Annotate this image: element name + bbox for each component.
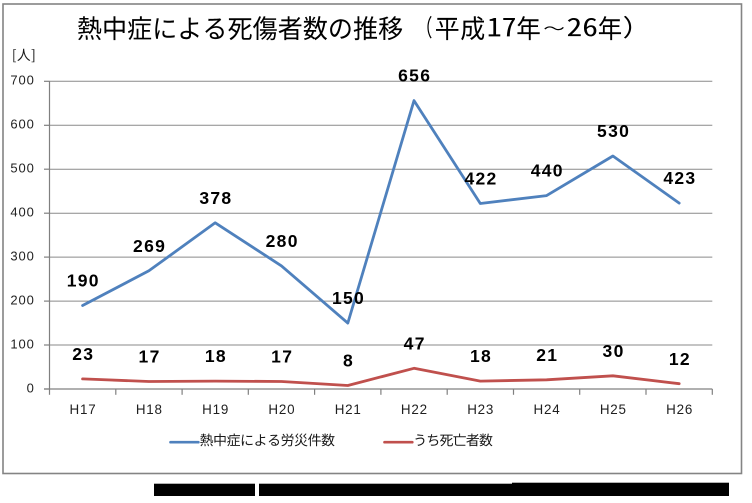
svg-text:100: 100 [10, 336, 34, 351]
svg-text:700: 700 [10, 73, 34, 88]
svg-text:8: 8 [343, 351, 354, 371]
svg-text:17: 17 [271, 347, 293, 367]
svg-text:400: 400 [10, 205, 34, 220]
svg-text:H23: H23 [467, 402, 494, 417]
svg-text:23: 23 [72, 344, 94, 364]
svg-text:H19: H19 [202, 402, 229, 417]
svg-text:18: 18 [470, 346, 492, 366]
svg-text:378: 378 [199, 188, 232, 208]
svg-text:150: 150 [332, 288, 365, 308]
svg-text:17: 17 [139, 347, 161, 367]
svg-text:H18: H18 [136, 402, 163, 417]
svg-text:12: 12 [669, 349, 691, 369]
svg-text:18: 18 [205, 346, 227, 366]
svg-text:H24: H24 [534, 402, 561, 417]
svg-text:30: 30 [603, 341, 625, 361]
svg-text:H21: H21 [335, 402, 362, 417]
svg-text:H25: H25 [600, 402, 627, 417]
svg-text:423: 423 [663, 168, 696, 188]
svg-text:440: 440 [531, 161, 564, 181]
svg-text:600: 600 [10, 117, 34, 132]
svg-text:422: 422 [464, 169, 497, 189]
svg-text:H20: H20 [268, 402, 295, 417]
svg-text:200: 200 [10, 293, 34, 308]
svg-text:47: 47 [404, 333, 426, 353]
svg-text:500: 500 [10, 161, 34, 176]
svg-text:300: 300 [10, 249, 34, 264]
svg-text:H17: H17 [70, 402, 97, 417]
svg-text:269: 269 [133, 236, 166, 256]
svg-text:656: 656 [398, 66, 431, 86]
svg-text:H26: H26 [666, 402, 693, 417]
svg-text:280: 280 [266, 231, 299, 251]
svg-text:H22: H22 [401, 402, 428, 417]
svg-text:0: 0 [27, 380, 35, 395]
svg-text:190: 190 [67, 271, 100, 291]
svg-text:530: 530 [597, 121, 630, 141]
svg-text:21: 21 [536, 345, 558, 365]
